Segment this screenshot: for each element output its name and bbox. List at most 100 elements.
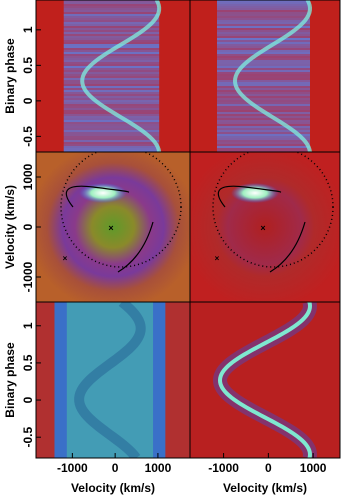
x-tick-label: 1000 <box>145 461 172 475</box>
y-tick-label: -1000 <box>21 261 35 292</box>
spectrum-row <box>63 102 160 104</box>
spectrum-row <box>63 144 160 146</box>
spectrum-row <box>63 134 160 136</box>
spectrum-row <box>217 42 310 44</box>
spectrum-row <box>217 30 310 32</box>
spectrum-row <box>217 128 310 130</box>
spectrum-row <box>63 6 160 8</box>
stream <box>217 185 306 273</box>
spectrum-row <box>217 64 310 66</box>
spectrum-row <box>217 102 310 104</box>
roche-lobe <box>60 152 182 268</box>
spectrum-row <box>63 76 160 78</box>
x-tick-label: 0 <box>265 461 272 475</box>
spectrum-row <box>217 150 310 152</box>
spectrum-row <box>63 32 160 34</box>
spectrum-row <box>217 92 310 94</box>
spectrum-row <box>217 6 310 8</box>
spectrum-row <box>217 40 310 42</box>
spectrum-row <box>63 52 160 54</box>
spectrum-row <box>63 100 160 102</box>
spectrum-row <box>63 72 160 74</box>
panel <box>190 0 340 152</box>
spectrum-row <box>217 88 310 90</box>
spectrum-row <box>63 36 160 38</box>
spectrum-row <box>63 62 160 64</box>
spectrum-row <box>217 76 310 78</box>
y-tick-label: -0.5 <box>21 126 35 147</box>
spectrum-row <box>217 68 310 70</box>
spectrum-row <box>217 148 310 150</box>
wave <box>217 302 313 458</box>
spectrum-row <box>217 124 310 126</box>
panel: ×× <box>36 152 190 302</box>
spectrum-row <box>217 134 310 136</box>
spectrum-row <box>63 108 160 110</box>
spectrum-row <box>63 120 160 122</box>
spectrum-row <box>217 4 310 6</box>
x-tick-label: -1000 <box>208 461 239 475</box>
s-wave <box>232 0 312 152</box>
spectrum-row <box>217 62 310 64</box>
spectrum-row <box>217 90 310 92</box>
spectrum-row <box>217 70 310 72</box>
spectrum-row <box>217 120 310 122</box>
spectrum-row <box>63 92 160 94</box>
spectrum-row <box>63 96 160 98</box>
spectrum-row <box>63 20 160 22</box>
y-tick-label: 1000 <box>21 163 35 190</box>
spectrum-row <box>63 0 160 2</box>
spectrum-row <box>217 82 310 84</box>
spectrum-row <box>63 148 160 150</box>
x-axis-label: Velocity (km/s) <box>223 481 307 495</box>
spectrum-row <box>63 42 160 44</box>
y-tick-label: 0 <box>21 97 35 104</box>
spectrum-row <box>63 132 160 134</box>
spectrum-row <box>63 106 160 108</box>
spectrum-row <box>217 2 310 4</box>
spectrum-row <box>63 124 160 126</box>
panel <box>36 0 190 152</box>
spectrum-row <box>217 126 310 128</box>
bright-spot <box>79 183 127 203</box>
spectrum-row <box>217 122 310 124</box>
spectrum-row <box>217 32 310 34</box>
spectrum-row <box>217 98 310 100</box>
spectrum-row <box>217 146 310 148</box>
panel: ×× <box>190 152 340 302</box>
panel <box>36 302 190 458</box>
spectrum-row <box>63 40 160 42</box>
spectrum-row <box>63 104 160 106</box>
frame <box>189 301 341 459</box>
spectrum-row <box>63 44 160 46</box>
spectrum-row <box>63 64 160 66</box>
roche-lobe <box>212 152 334 268</box>
spectrum-row <box>63 116 160 118</box>
spectrum-row <box>63 136 160 138</box>
marker: × <box>260 223 265 233</box>
spectrum-row <box>63 38 160 40</box>
bright-spot <box>231 183 279 203</box>
spectrum-row <box>217 132 310 134</box>
spectrum-row <box>217 10 310 12</box>
marker: × <box>63 254 68 263</box>
spectrum-row <box>217 138 310 140</box>
spectrum-row <box>63 88 160 90</box>
spectrum-row <box>63 24 160 26</box>
spectrum-row <box>63 10 160 12</box>
spectrum-row <box>63 140 160 142</box>
spectrum-row <box>63 28 160 30</box>
spectrum-row <box>217 136 310 138</box>
spectrum-row <box>63 8 160 10</box>
spectrum-row <box>63 80 160 82</box>
wave <box>74 302 146 458</box>
background <box>190 302 340 458</box>
spectrum-row <box>217 72 310 74</box>
y-tick-label: 0 <box>21 396 35 403</box>
spectrum-row <box>63 68 160 70</box>
spectrum-row <box>63 86 160 88</box>
spectrum-row <box>63 98 160 100</box>
x-tick-label: 1000 <box>300 461 327 475</box>
spectrum-row <box>217 46 310 48</box>
spectrum-row <box>63 128 160 130</box>
